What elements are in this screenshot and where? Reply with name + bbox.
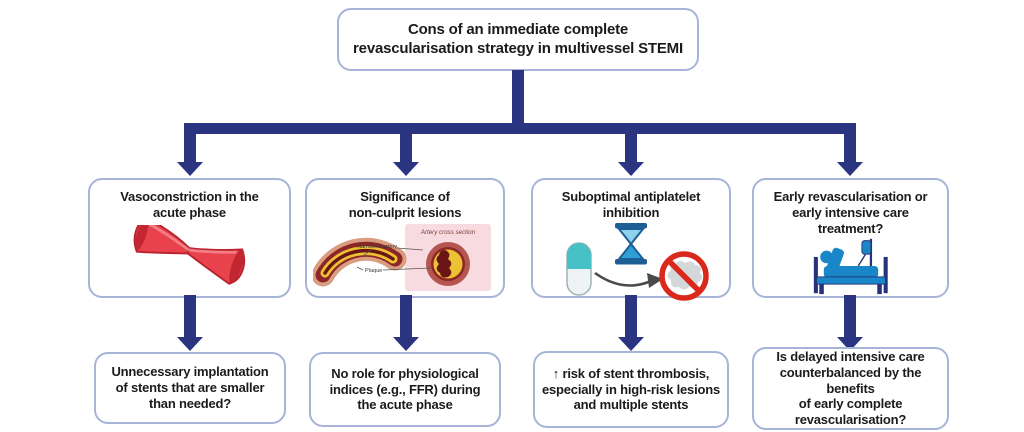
arrow-head-icon bbox=[177, 337, 203, 351]
constricted-vessel-icon bbox=[133, 225, 245, 286]
consequence-text: Unnecessary implantation of stents that … bbox=[111, 364, 269, 411]
connector-horizontal-bar bbox=[184, 123, 856, 134]
arrow-shaft bbox=[400, 295, 412, 337]
curved-arrow-head-icon bbox=[647, 272, 663, 288]
arrow-head-icon bbox=[618, 337, 644, 351]
connector-stem bbox=[512, 70, 524, 125]
cause-box-nonculprit-lesions: Significance of non-culprit lesions Arte… bbox=[305, 178, 505, 298]
cause-title: Suboptimal antiplatelet inhibition bbox=[561, 189, 701, 220]
diagram-title: Cons of an immediate complete revascular… bbox=[353, 21, 683, 57]
arrow-shaft bbox=[625, 132, 637, 162]
arrow-head-icon bbox=[618, 162, 644, 176]
cause-title: Vasoconstriction in the acute phase bbox=[120, 189, 259, 220]
mid-arrow-4 bbox=[837, 295, 863, 351]
arrow-head-icon bbox=[393, 162, 419, 176]
branch-arrow-1 bbox=[177, 132, 203, 176]
arrow-head-icon bbox=[393, 337, 419, 351]
arrow-head-icon bbox=[837, 162, 863, 176]
icon-area bbox=[90, 221, 289, 296]
plaque-label: Plaque bbox=[365, 268, 382, 274]
mid-arrow-1 bbox=[177, 295, 203, 351]
mid-arrow-3 bbox=[618, 295, 644, 351]
branch-arrow-4 bbox=[837, 132, 863, 176]
consequence-box-delayed-intensive-care: Is delayed intensive care counterbalance… bbox=[752, 347, 949, 430]
consequence-box-unnecessary-stents: Unnecessary implantation of stents that … bbox=[94, 352, 286, 424]
cause-box-vasoconstriction: Vasoconstriction in the acute phase bbox=[88, 178, 291, 298]
arrow-shaft bbox=[184, 295, 196, 337]
consequence-text: Is delayed intensive care counterbalance… bbox=[776, 348, 925, 428]
icon-area: Artery cross section Narrowed artery Pla… bbox=[307, 221, 503, 296]
cause-box-early-revascularisation: Early revascularisation or early intensi… bbox=[752, 178, 949, 298]
icon-area bbox=[533, 221, 729, 301]
consequence-text: ↑ risk of stent thrombosis, especially i… bbox=[541, 365, 721, 413]
arrow-shaft bbox=[625, 295, 637, 337]
mid-arrow-2 bbox=[393, 295, 419, 351]
branch-arrow-2 bbox=[393, 132, 419, 176]
root-box: Cons of an immediate complete revascular… bbox=[337, 8, 699, 71]
no-platelet-prohibition-icon bbox=[659, 250, 709, 301]
arrow-shaft bbox=[844, 295, 856, 337]
hourglass-icon bbox=[615, 222, 647, 265]
pill-hourglass-blocked-platelet-icon bbox=[566, 222, 709, 301]
consequence-text: No role for physiological indices (e.g.,… bbox=[329, 365, 481, 413]
narrowed-artery-label: Narrowed artery bbox=[357, 244, 397, 250]
arrow-shaft bbox=[184, 132, 196, 162]
arrow-shaft bbox=[400, 132, 412, 162]
artery-plaque-icon: Artery cross section Narrowed artery Pla… bbox=[313, 224, 491, 292]
consequence-box-no-ffr-role: No role for physiological indices (e.g.,… bbox=[309, 352, 501, 427]
consequence-box-stent-thrombosis-risk: ↑ risk of stent thrombosis, especially i… bbox=[533, 351, 729, 428]
patient-intensive-care-bed-icon bbox=[813, 239, 888, 295]
arrow-shaft bbox=[844, 132, 856, 162]
artery-cross-section-label: Artery cross section bbox=[420, 229, 476, 236]
curved-arrow-icon bbox=[594, 271, 652, 287]
cause-box-antiplatelet-inhibition: Suboptimal antiplatelet inhibition bbox=[531, 178, 731, 301]
cause-title: Early revascularisation or early intensi… bbox=[773, 189, 928, 236]
icon-area bbox=[754, 237, 947, 296]
cause-title: Significance of non-culprit lesions bbox=[348, 189, 462, 220]
capsule-pill-icon bbox=[566, 241, 592, 296]
branch-arrow-3 bbox=[618, 132, 644, 176]
arrow-head-icon bbox=[177, 162, 203, 176]
